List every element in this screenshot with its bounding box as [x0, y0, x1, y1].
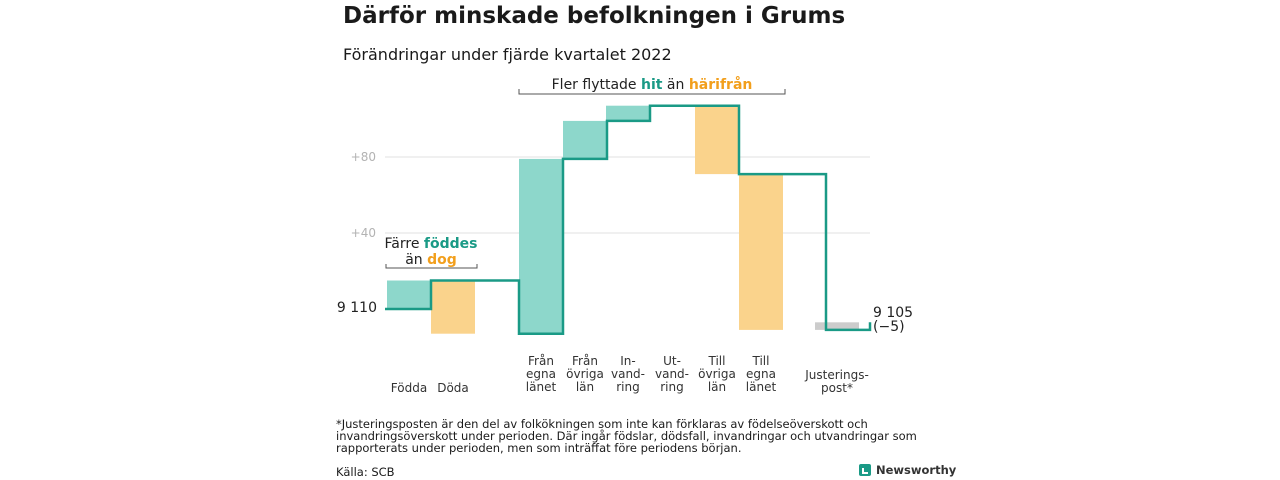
category-label: Från — [528, 354, 554, 368]
category-label: egna — [746, 367, 776, 381]
newsworthy-icon — [859, 464, 871, 476]
footnote: *Justeringsposten är den del av folkökni… — [336, 417, 917, 455]
bar — [563, 120, 607, 159]
category-label: ring — [616, 380, 640, 394]
category-label: Justerings- — [804, 368, 869, 382]
annotation-text: Färre föddes — [385, 236, 478, 252]
start-value-label: 9 110 — [337, 300, 377, 316]
category-label: Till — [752, 354, 770, 368]
category-label: Från — [572, 354, 598, 368]
annotation-bracket — [518, 89, 786, 95]
chart-subtitle: Förändringar under fjärde kvartalet 2022 — [343, 45, 672, 64]
category-label: övriga — [566, 367, 604, 381]
y-tick-label: +40 — [351, 226, 376, 240]
category-label: Födda — [391, 381, 427, 395]
category-label: ring — [660, 380, 684, 394]
end-value-label: 9 105 — [873, 305, 913, 321]
source-label: Källa: SCB — [336, 465, 395, 479]
annotation-text: Fler flyttade hit än härifrån — [552, 76, 753, 93]
category-label: vand- — [611, 367, 645, 381]
annotation-text: än dog — [405, 252, 457, 268]
bar — [431, 280, 475, 334]
cumulative-line — [385, 104, 872, 335]
category-label: Ut- — [663, 354, 681, 368]
category-label: länet — [746, 380, 777, 394]
bar — [387, 280, 431, 309]
bar — [815, 322, 859, 330]
bar — [739, 174, 783, 330]
chart-title: Därför minskade befolkningen i Grums — [343, 3, 846, 29]
category-label: övriga — [698, 367, 736, 381]
end-change-label: (−5) — [873, 319, 905, 335]
brand-logo: Newsworthy — [859, 463, 956, 477]
bar — [519, 158, 563, 334]
bar — [695, 105, 739, 175]
category-label: egna — [526, 367, 556, 381]
brand-name: Newsworthy — [876, 463, 957, 477]
bar — [606, 105, 650, 121]
category-label: Döda — [437, 381, 469, 395]
category-label: Till — [708, 354, 726, 368]
annotation-bracket — [385, 264, 478, 269]
category-label: län — [708, 380, 726, 394]
category-label: In- — [620, 354, 635, 368]
category-label: län — [576, 380, 594, 394]
category-label: vand- — [655, 367, 689, 381]
category-label: länet — [526, 380, 557, 394]
category-label: post* — [821, 381, 853, 395]
y-tick-label: +80 — [351, 150, 376, 164]
